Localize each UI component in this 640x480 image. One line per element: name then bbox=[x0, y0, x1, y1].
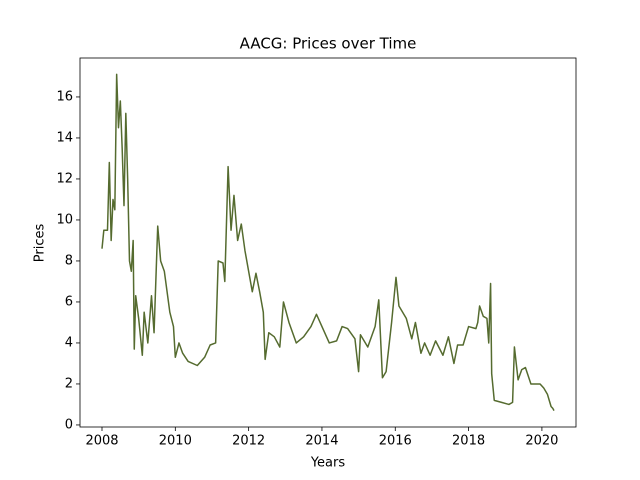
y-tick-label: 6 bbox=[65, 294, 73, 309]
x-axis-label: Years bbox=[310, 456, 346, 471]
y-tick-label: 10 bbox=[56, 212, 73, 227]
y-tick-label: 2 bbox=[65, 376, 73, 391]
y-tick-label: 4 bbox=[65, 335, 73, 350]
y-tick-label: 8 bbox=[65, 253, 73, 268]
y-axis-label: Prices bbox=[33, 224, 48, 263]
x-tick-label: 2018 bbox=[452, 434, 485, 449]
x-tick-label: 2014 bbox=[305, 434, 338, 449]
y-tick-label: 0 bbox=[65, 417, 73, 432]
x-tick-label: 2010 bbox=[159, 434, 192, 449]
y-tick-label: 12 bbox=[56, 171, 73, 186]
chart-title: AACG: Prices over Time bbox=[240, 35, 417, 53]
plot-frame bbox=[79, 57, 577, 428]
x-tick-label: 2012 bbox=[232, 434, 265, 449]
price-line bbox=[101, 73, 555, 411]
x-tick-label: 2020 bbox=[525, 434, 558, 449]
y-tick-label: 14 bbox=[56, 130, 73, 145]
y-tick-label: 16 bbox=[56, 89, 73, 104]
x-tick-label: 2008 bbox=[85, 434, 118, 449]
x-tick-label: 2016 bbox=[379, 434, 412, 449]
